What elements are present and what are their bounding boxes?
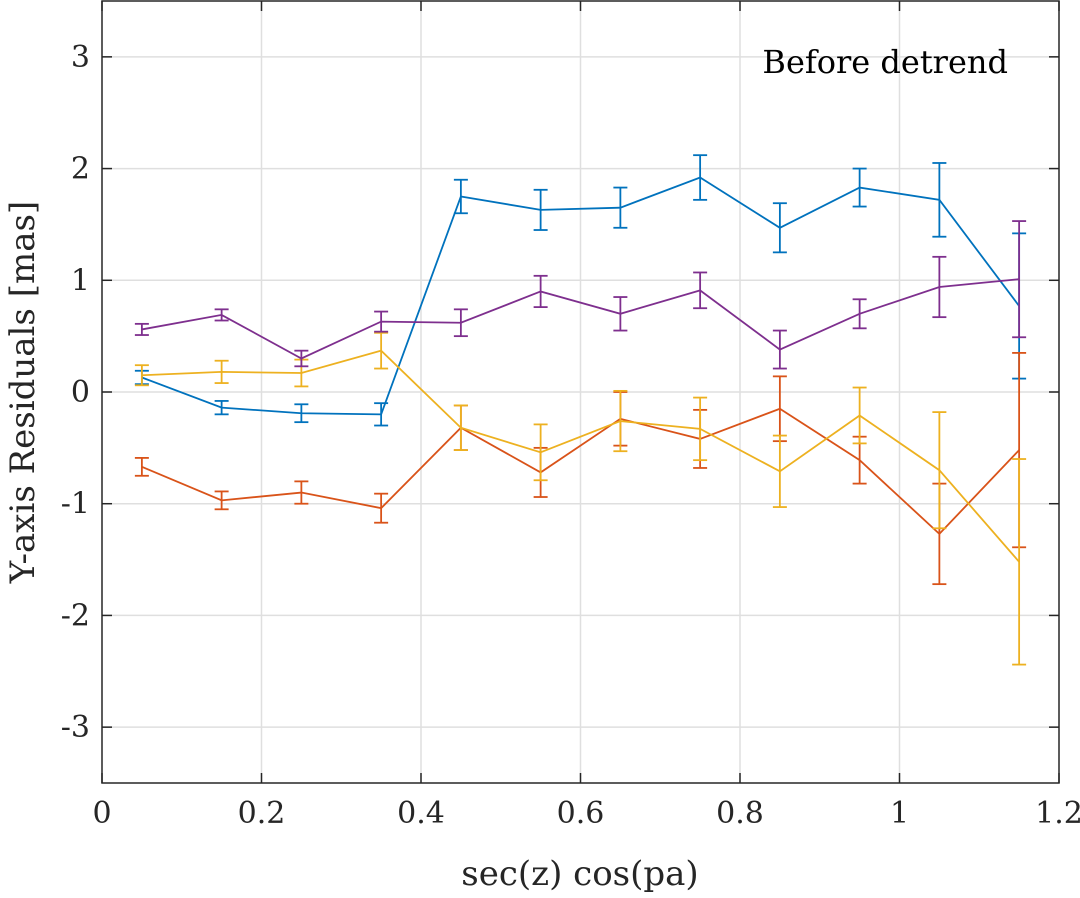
error-bar xyxy=(374,331,389,370)
x-tick-label: 0.6 xyxy=(557,796,605,831)
annotation-label: Before detrend xyxy=(762,43,1008,81)
error-bar xyxy=(214,490,229,511)
error-bar xyxy=(214,400,229,416)
x-tick-label: 1 xyxy=(890,796,909,831)
y-tick-label: 3 xyxy=(71,40,90,75)
error-bar xyxy=(134,364,149,387)
series-line xyxy=(141,176,1020,416)
error-bar xyxy=(453,308,468,338)
error-bar xyxy=(772,375,787,443)
x-tick-label: 1.2 xyxy=(1035,796,1080,831)
error-bar xyxy=(294,349,309,368)
error-bar xyxy=(374,492,389,524)
series-line xyxy=(141,278,1020,360)
error-bar xyxy=(613,296,628,332)
error-bar xyxy=(453,178,468,215)
error-bar xyxy=(613,186,628,229)
error-bar xyxy=(1012,220,1027,339)
error-bar xyxy=(134,322,149,336)
series-3 xyxy=(134,331,1027,666)
error-bar xyxy=(772,434,787,508)
x-tick-label: 0 xyxy=(92,796,111,831)
error-bar xyxy=(772,329,787,370)
error-bar xyxy=(852,386,867,445)
grid xyxy=(102,1,1059,783)
error-bar xyxy=(852,298,867,330)
y-tick-label: 1 xyxy=(71,263,90,298)
error-bar xyxy=(533,274,548,308)
error-bar xyxy=(374,310,389,333)
error-bar xyxy=(693,396,708,462)
error-bar xyxy=(693,271,708,310)
series-line xyxy=(141,349,1020,563)
error-bar xyxy=(932,411,947,530)
y-tick-label: -1 xyxy=(61,487,90,522)
error-bar xyxy=(932,255,947,319)
error-bar xyxy=(134,457,149,477)
error-bar xyxy=(613,389,628,453)
error-bar xyxy=(214,359,229,384)
y-axis-label: Y-axis Residuals [mas] xyxy=(3,201,43,584)
error-bar xyxy=(772,202,787,254)
error-bar xyxy=(214,308,229,322)
series-4 xyxy=(134,220,1027,370)
y-tick-label: 2 xyxy=(71,152,90,187)
y-tick-label: 0 xyxy=(71,375,90,410)
error-bar xyxy=(932,162,947,238)
error-bar xyxy=(533,188,548,231)
y-tick-label: -2 xyxy=(61,598,90,633)
error-bar xyxy=(533,423,548,482)
x-axis-label: sec(z) cos(pa) xyxy=(461,854,698,894)
error-bar xyxy=(294,403,309,424)
x-tick-label: 0.8 xyxy=(716,796,764,831)
error-bar xyxy=(1012,458,1027,666)
x-tick-label: 0.4 xyxy=(397,796,445,831)
ticks: 0 0.2 0.4 0.6 0.8 1 1.2 -3 -2 -1 0 1 2 3 xyxy=(61,1,1080,831)
y-tick-label: -3 xyxy=(61,710,90,745)
error-bar xyxy=(374,402,389,427)
error-bar xyxy=(294,480,309,505)
error-bar xyxy=(852,167,867,208)
series-line xyxy=(141,407,1020,536)
plot-area xyxy=(134,154,1027,666)
error-bar xyxy=(453,404,468,451)
error-bar xyxy=(693,154,708,201)
x-tick-label: 0.2 xyxy=(238,796,286,831)
